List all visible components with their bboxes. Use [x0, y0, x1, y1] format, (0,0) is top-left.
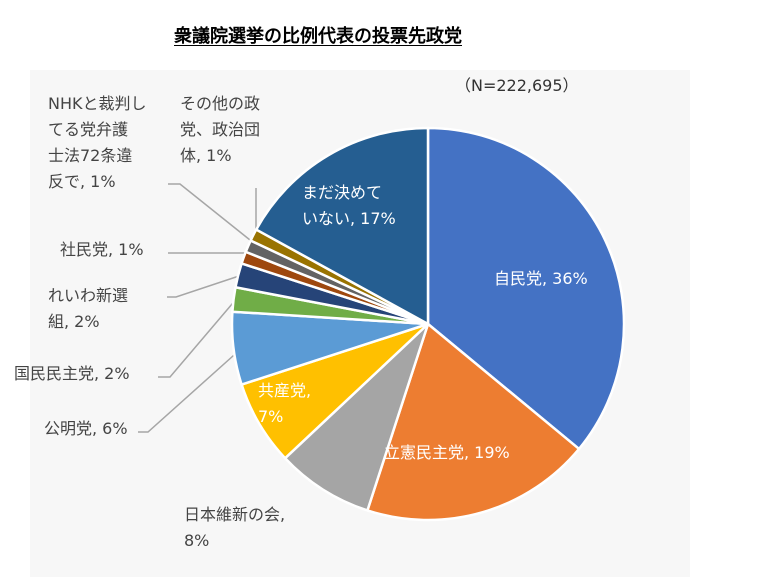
slice-label: まだ決めていない, 17% [302, 180, 396, 232]
slice-label: 共産党, 7% [258, 378, 311, 430]
pie-slice [426, 126, 626, 451]
slice-label-line: いない, 17% [302, 209, 396, 228]
slice-label: NHKと裁判し てる党弁護士法72条違 反で, 1% [48, 91, 147, 195]
leader-line [167, 274, 243, 298]
slice-label-line: NHKと裁判し [48, 94, 147, 113]
pie-slice [283, 322, 430, 512]
slice-label-line: 自民党, 36% [494, 269, 588, 288]
slice-label-line: 共産党, [258, 381, 312, 400]
slice-label-line: 組, 2% [48, 312, 100, 331]
slice-label: 自民党, 36% [494, 266, 588, 292]
slice-label: 立憲民主党, 19% [384, 440, 510, 466]
slice-label-line: 社民党, 1% [60, 240, 144, 259]
chart-subtitle: （N=222,695） [455, 76, 579, 95]
slice-label: 日本維新の会, 8% [184, 502, 285, 554]
leader-line [138, 346, 244, 433]
pie-slices [230, 126, 626, 522]
slice-label: 公明党, 6% [44, 416, 128, 442]
leader-lines [138, 183, 257, 433]
slice-label-line: 体, 1% [180, 146, 232, 165]
slice-label-line: れいわ新選 [48, 286, 129, 305]
leader-line [158, 296, 239, 378]
slice-label-line: その他の政 [180, 94, 261, 113]
slice-label-line: 8% [184, 531, 210, 550]
slice-label-line: 国民民主党, 2% [14, 364, 130, 383]
slice-label-line: まだ決めて [302, 183, 383, 202]
slice-label-line: 立憲民主党, 19% [384, 443, 510, 462]
slice-label: その他の政党、政治団体, 1% [180, 91, 260, 169]
slice-label-line: 7% [258, 407, 284, 426]
slice-label-line: てる党弁護 [48, 120, 129, 139]
pie-slice [366, 322, 581, 522]
chart-title: 衆議院選挙の比例代表の投票先政党 [174, 26, 462, 47]
slice-label-line: 公明党, 6% [44, 419, 128, 438]
slice-label: 社民党, 1% [60, 237, 144, 263]
slice-label: れいわ新選組, 2% [48, 283, 128, 335]
slice-label-line: 党、政治団 [180, 120, 261, 139]
slice-label: 国民民主党, 2% [14, 361, 130, 387]
leader-line [168, 183, 251, 241]
pie-slice [254, 126, 430, 326]
slice-label-line: 日本維新の会, [184, 505, 286, 524]
slice-label-line: 反で, 1% [48, 172, 116, 191]
slice-label-line: 士法72条違 [48, 146, 133, 165]
